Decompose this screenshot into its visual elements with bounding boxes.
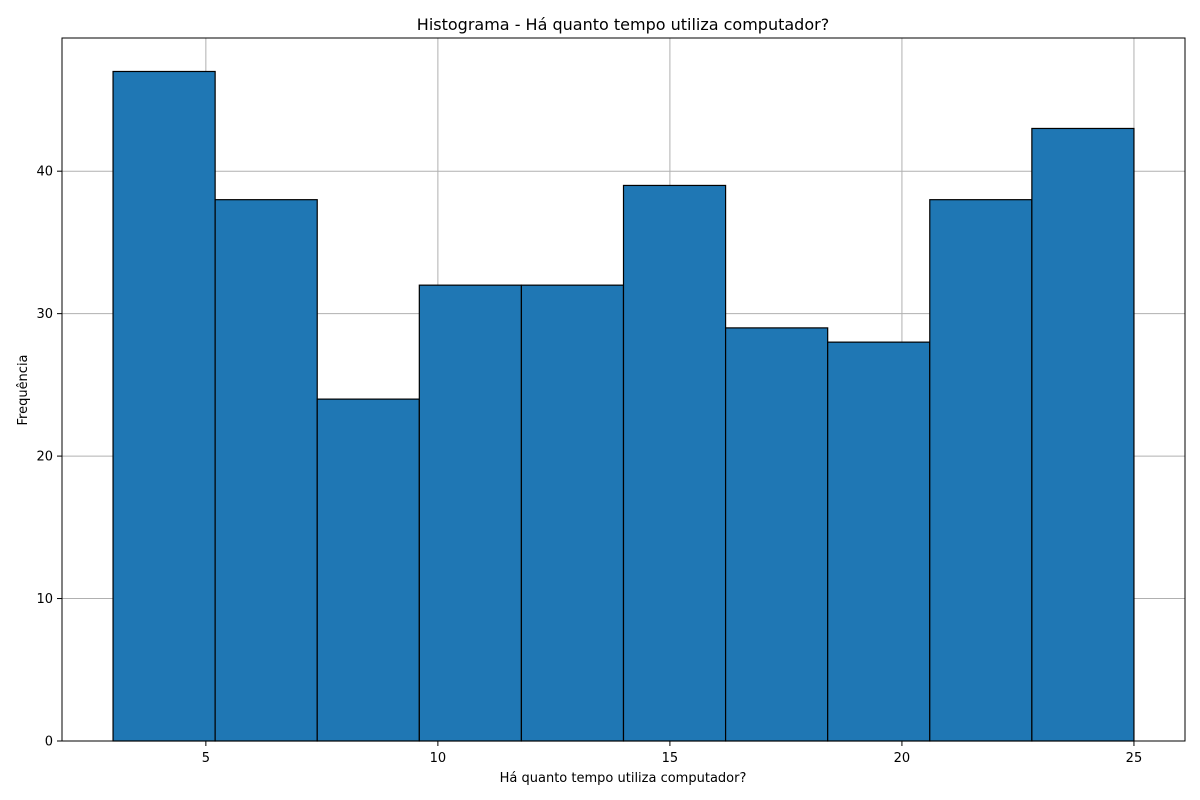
- y-tick-label: 0: [45, 735, 53, 750]
- y-tick-label: 40: [36, 165, 53, 180]
- histogram-bar: [622, 184, 727, 742]
- y-tick-label: 10: [36, 592, 53, 607]
- histogram-bar: [724, 327, 829, 742]
- histogram-bar: [520, 284, 625, 742]
- x-tick-label: 20: [894, 751, 911, 766]
- histogram-bar: [112, 70, 216, 742]
- axis-ticks: 5 10 15 20 25 0 10 20 30 40: [36, 165, 1142, 766]
- histogram-bar: [827, 341, 931, 742]
- histogram-bar: [418, 284, 523, 742]
- histogram-bar: [929, 199, 1033, 742]
- histogram-bar: [316, 398, 420, 742]
- x-axis-label: Há quanto tempo utiliza computador?: [500, 771, 747, 786]
- x-tick-label: 25: [1126, 751, 1143, 766]
- y-tick-label: 20: [36, 450, 53, 465]
- x-tick-label: 10: [430, 751, 447, 766]
- histogram-bar: [1031, 127, 1135, 742]
- x-tick-label: 15: [662, 751, 679, 766]
- histogram-bar: [214, 199, 318, 742]
- chart-title: Histograma - Há quanto tempo utiliza com…: [417, 15, 829, 34]
- y-axis-label: Frequência: [16, 354, 31, 425]
- histogram-bars: [112, 70, 1135, 742]
- y-tick-label: 30: [36, 307, 53, 322]
- plot-area-frame: [61, 37, 1186, 742]
- x-tick-label: 5: [202, 751, 210, 766]
